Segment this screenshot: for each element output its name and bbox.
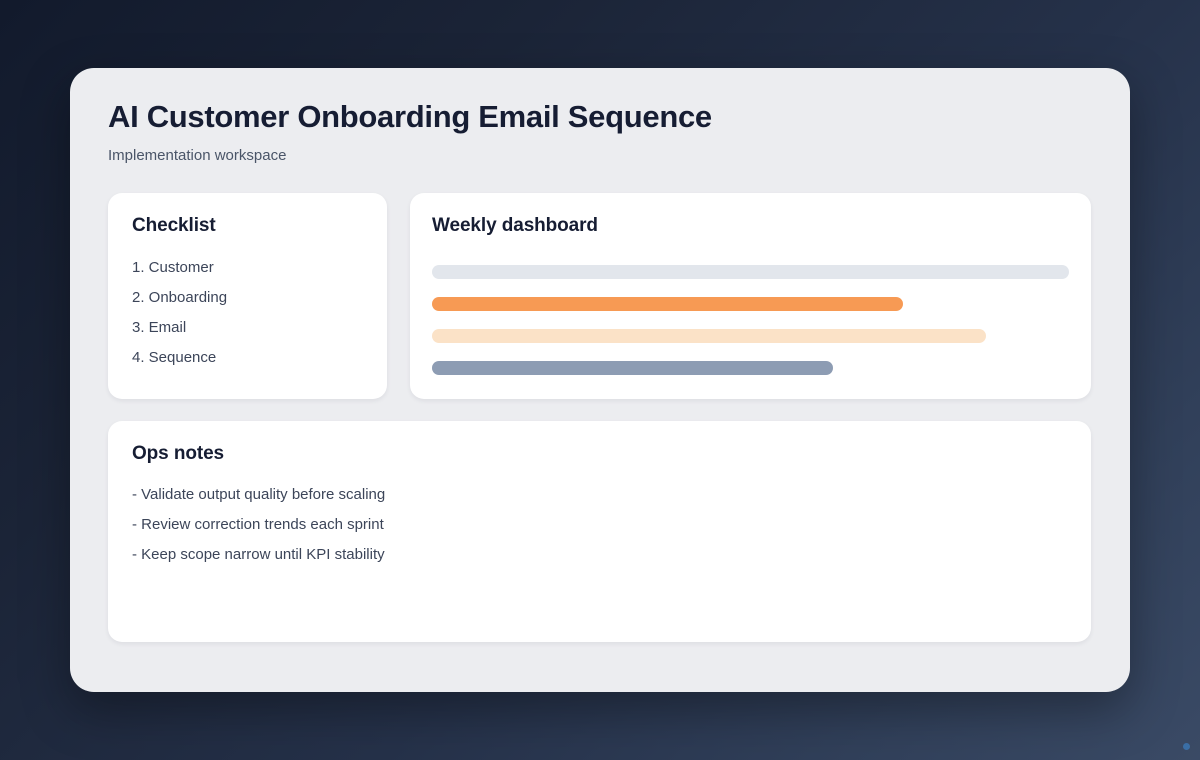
list-item[interactable]: 4. Sequence	[132, 349, 217, 367]
ops-notes-list: - Validate output quality before scaling…	[132, 480, 1067, 570]
progress-bar	[432, 297, 904, 312]
list-item[interactable]: 3. Email	[132, 319, 187, 337]
page-subtitle: Implementation workspace	[108, 147, 287, 165]
checklist-card-title: Checklist	[132, 215, 216, 237]
ops-notes-card: Ops notes - Validate output quality befo…	[108, 421, 1091, 643]
progress-bar	[432, 265, 1069, 280]
dashboard-card-title: Weekly dashboard	[432, 215, 598, 237]
progress-bar	[432, 329, 987, 344]
checklist-card: Checklist 1. Customer 2. Onboarding 3. E…	[108, 193, 387, 400]
list-item: - Review correction trends each sprint	[132, 516, 384, 534]
workspace-panel: AI Customer Onboarding Email Sequence Im…	[70, 68, 1130, 692]
list-item: - Keep scope narrow until KPI stability	[132, 546, 385, 564]
checklist-list: 1. Customer 2. Onboarding 3. Email 4. Se…	[132, 253, 363, 373]
dashboard-bar-chart	[432, 265, 1069, 376]
weekly-dashboard-card: Weekly dashboard	[410, 193, 1091, 400]
ops-notes-card-title: Ops notes	[132, 443, 225, 465]
list-item[interactable]: 1. Customer	[132, 259, 214, 277]
background-accent-dot	[1183, 743, 1190, 750]
list-item[interactable]: 2. Onboarding	[132, 289, 228, 307]
top-card-row: Checklist 1. Customer 2. Onboarding 3. E…	[108, 193, 1092, 400]
progress-bar	[432, 361, 834, 376]
page-title: AI Customer Onboarding Email Sequence	[108, 99, 712, 134]
list-item: - Validate output quality before scaling	[132, 486, 386, 504]
